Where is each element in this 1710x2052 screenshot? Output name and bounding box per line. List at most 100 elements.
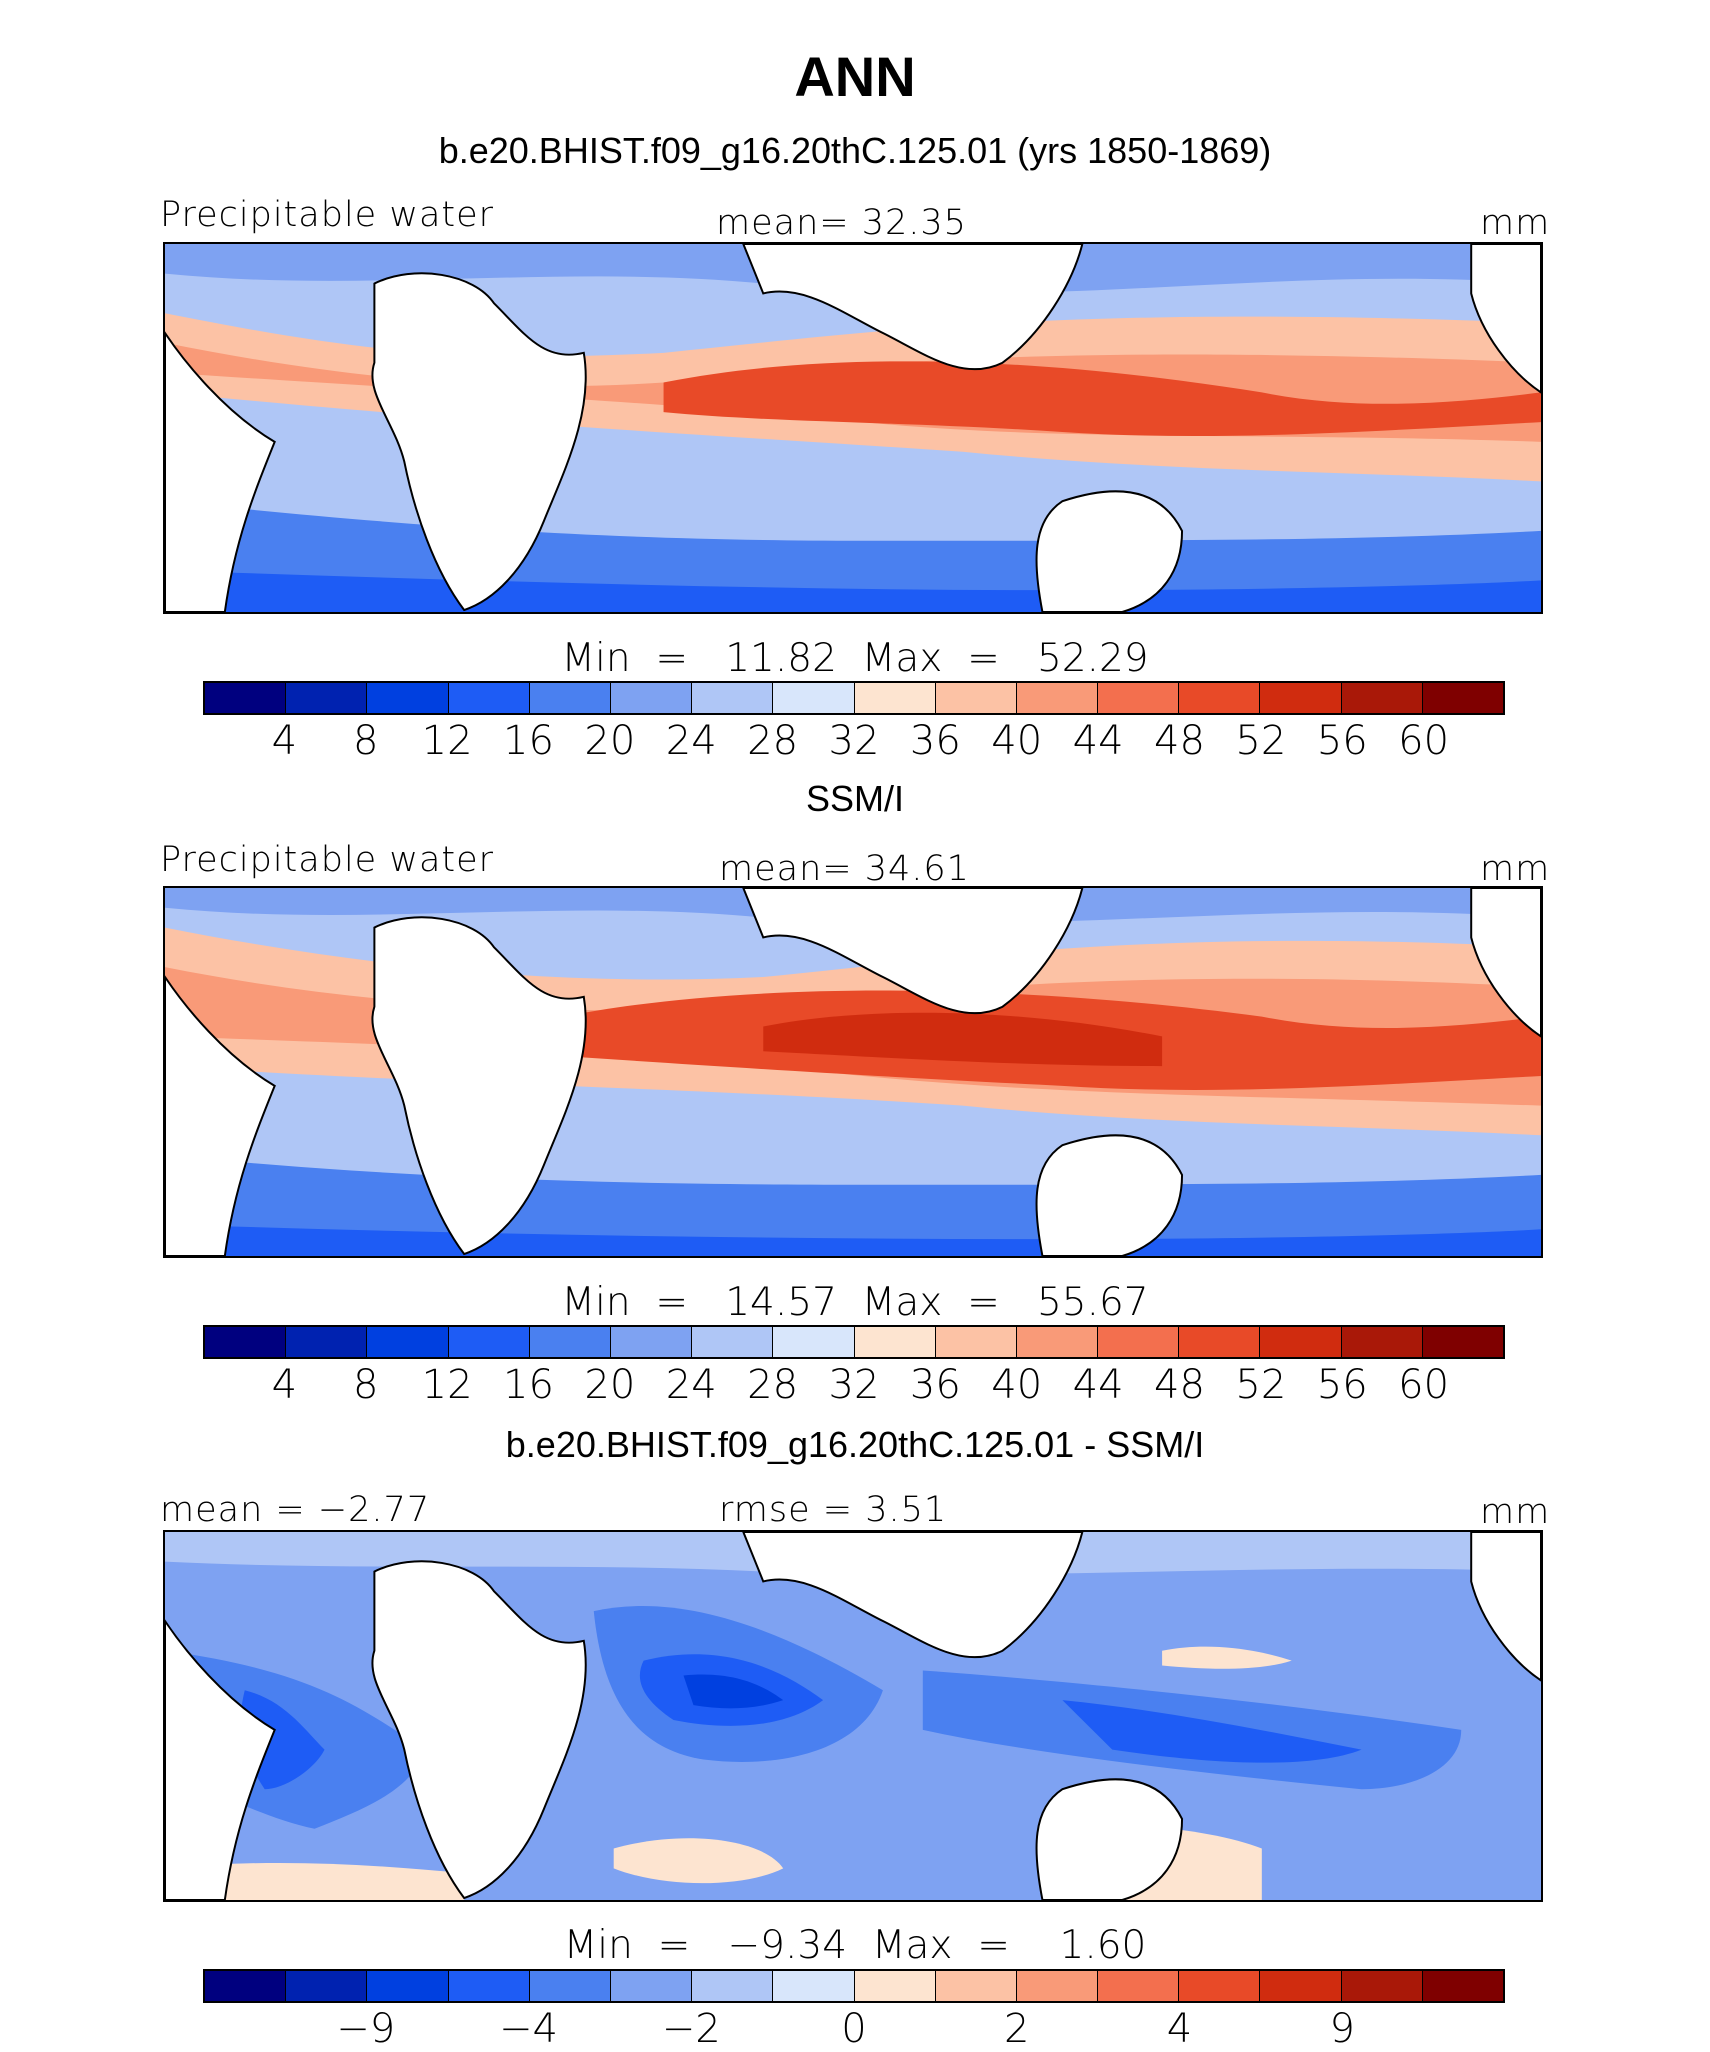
tick-label: 12 [421, 1362, 473, 1408]
panel-1-colorbar-bin [935, 683, 1017, 713]
panel-1-colorbar-bin [529, 683, 611, 713]
tick-label: 40 [991, 1362, 1043, 1408]
tick-label: 48 [1154, 718, 1205, 764]
tick-label: 52 [1235, 1362, 1287, 1408]
tick-label: 32 [828, 718, 880, 764]
panel-2-colorbar-bin [773, 1327, 855, 1357]
panel-3-colorbar-bin [1341, 1971, 1423, 2001]
panel-1-colorbar-bin [367, 683, 449, 713]
tick-label: 36 [909, 1362, 961, 1408]
panel-3-colorbar-bin [1016, 1971, 1099, 2001]
tick-label: 32 [828, 1362, 880, 1408]
tick-label: 40 [991, 718, 1043, 764]
panel-1-colorbar-bin [854, 683, 936, 713]
tick-label: 24 [665, 1362, 717, 1408]
panel-1-colorbar-bin [1422, 683, 1503, 713]
panel-3-map [163, 1530, 1543, 1902]
tick-label: 0 [841, 2006, 867, 2052]
tick-label: 9 [1329, 2006, 1355, 2052]
panel-2-variable-label: Precipitable water [160, 840, 495, 880]
panel-2-colorbar-ticks: 4 8 12 16 20 24 28 32 36 40 44 48 52 56 … [203, 1362, 1505, 1408]
panel-3-colorbar-bin [286, 1971, 368, 2001]
panel-1-colorbar-bin [1179, 683, 1261, 713]
panel-2-map [163, 886, 1543, 1258]
panel-3-colorbar-bin [773, 1971, 855, 2001]
panel-3-mean-label: mean = −2.77 [160, 1490, 431, 1530]
panel-1-colorbar [203, 681, 1505, 715]
panel-3-colorbar-bin [1098, 1971, 1180, 2001]
panel-3-colorbar-bin [692, 1971, 774, 2001]
tick-label: 48 [1154, 1362, 1205, 1408]
panel-1-colorbar-bin [286, 683, 368, 713]
panel-1-variable-label: Precipitable water [160, 195, 495, 235]
panel-2-colorbar-bin [205, 1327, 287, 1357]
panel-1-colorbar-ticks: 4 8 12 16 20 24 28 32 36 40 44 48 52 56 … [203, 718, 1505, 764]
panel-1-minmax: Min = 11.82 Max = 52.29 [561, 636, 1149, 681]
panel-2-colorbar-bin [529, 1327, 611, 1357]
figure-title: ANN [794, 45, 916, 108]
tick-label: 20 [584, 718, 636, 764]
panel-2-colorbar-bin [448, 1327, 530, 1357]
panel-3-colorbar-bin [448, 1971, 530, 2001]
panel-1-units-label: mm [1480, 203, 1551, 243]
panel-2-colorbar-bin [610, 1327, 693, 1357]
panel-3-colorbar-bin [1422, 1971, 1503, 2001]
tick-label: 44 [1072, 718, 1124, 764]
panel-2-colorbar-bin [1016, 1327, 1099, 1357]
tick-label: 4 [271, 1362, 298, 1408]
panel-3-colorbar-bin [1179, 1971, 1261, 2001]
panel-1-colorbar-bin [692, 683, 774, 713]
tick-label: 8 [353, 1362, 379, 1408]
tick-label: 4 [1166, 2006, 1193, 2052]
panel-2-colorbar-bin [1179, 1327, 1261, 1357]
panel-3-rmse-label: rmse = 3.51 [719, 1490, 948, 1530]
tick-label: 60 [1398, 1362, 1450, 1408]
panel-3-minmax: Min = −9.34 Max = 1.60 [563, 1923, 1147, 1968]
panel-1-colorbar-bin [1098, 683, 1180, 713]
panel-2-colorbar-bin [692, 1327, 774, 1357]
panel-1-colorbar-bin [205, 683, 287, 713]
panel-2-colorbar-bin [1260, 1327, 1342, 1357]
panel-1-colorbar-bin [610, 683, 693, 713]
panel-1-colorbar-bin [448, 683, 530, 713]
panel-2-colorbar-bin [1098, 1327, 1180, 1357]
tick-label: 60 [1398, 718, 1450, 764]
panel-2-colorbar-bin [854, 1327, 936, 1357]
panel-3-colorbar-ticks: −9 −4 −2 0 2 4 9 [203, 2006, 1505, 2052]
tick-label: 8 [353, 718, 379, 764]
panel-3-colorbar-bin [854, 1971, 936, 2001]
tick-label: 20 [584, 1362, 636, 1408]
panel-1-colorbar-bin [1016, 683, 1099, 713]
panel-3-subtitle: b.e20.BHIST.f09_g16.20thC.125.01 - SSM/I [505, 1424, 1205, 1465]
tick-label: −4 [499, 2006, 558, 2052]
panel-1-colorbar-bin [773, 683, 855, 713]
tick-label: −2 [661, 2006, 721, 2052]
panel-2-colorbar-bin [1422, 1327, 1503, 1357]
tick-label: 52 [1235, 718, 1287, 764]
panel-3-colorbar [203, 1969, 1505, 2003]
panel-3-colorbar-bin [610, 1971, 693, 2001]
panel-3-colorbar-bin [529, 1971, 611, 2001]
tick-label: 4 [271, 718, 298, 764]
panel-1-colorbar-bin [1260, 683, 1342, 713]
panel-3-colorbar-bin [935, 1971, 1017, 2001]
panel-3-units-label: mm [1480, 1492, 1551, 1532]
tick-label: 2 [1004, 2006, 1030, 2052]
panel-2-colorbar [203, 1325, 1505, 1359]
tick-label: 28 [747, 1362, 799, 1408]
tick-label: 36 [909, 718, 961, 764]
panel-2-colorbar-bin [367, 1327, 449, 1357]
panel-2-mean-label: mean= 34.61 [719, 849, 970, 889]
panel-2-subtitle: SSM/I [805, 778, 904, 819]
panel-1-colorbar-bin [1341, 683, 1423, 713]
tick-label: 12 [421, 718, 473, 764]
panel-2-minmax: Min = 14.57 Max = 55.67 [561, 1280, 1149, 1325]
tick-label: 56 [1316, 1362, 1368, 1408]
tick-label: 56 [1316, 718, 1368, 764]
panel-2-colorbar-bin [935, 1327, 1017, 1357]
tick-label: 16 [503, 718, 554, 764]
panel-1-map [163, 242, 1543, 614]
tick-label: 28 [747, 718, 799, 764]
panel-2-units-label: mm [1480, 849, 1551, 889]
panel-3-colorbar-bin [205, 1971, 287, 2001]
